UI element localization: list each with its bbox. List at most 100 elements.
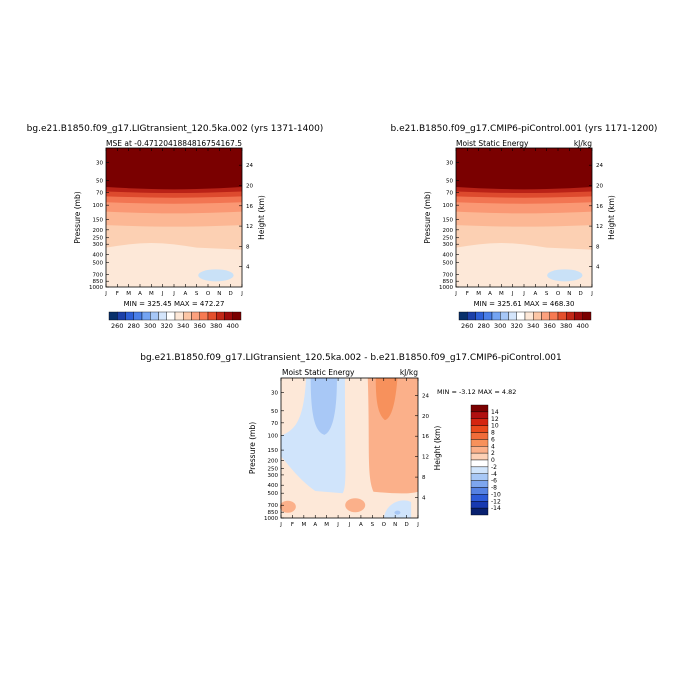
colorbar-swatch (470, 439, 489, 447)
x-tick-label: S (371, 522, 375, 528)
y-tick-label: 100 (443, 203, 454, 209)
y-tick-label: 400 (443, 252, 454, 258)
x-tick-label: J (172, 291, 175, 297)
y-tick-label: 100 (93, 203, 104, 209)
y2-tick-label: 8 (596, 244, 600, 250)
colorbar-swatch (470, 473, 489, 481)
colorbar-swatch (467, 311, 476, 321)
y2-tick-label: 4 (422, 496, 426, 502)
x-tick-label: N (567, 291, 571, 297)
y-tick-label: 850 (268, 510, 279, 516)
colorbar-swatch (141, 311, 151, 321)
y2-tick-label: 24 (596, 163, 603, 169)
x-tick-label: J (590, 291, 593, 297)
y-tick-label: 30 (96, 160, 103, 166)
y2-tick-label: 16 (246, 204, 253, 210)
x-tick-label: O (206, 291, 211, 297)
y-tick-label: 70 (96, 191, 103, 197)
y-tick-label: 300 (93, 242, 104, 248)
stats-text: MIN = 325.45 MAX = 472.27 (124, 300, 225, 308)
colorbar-swatch (232, 311, 242, 321)
colorbar-tick-label: 280 (478, 322, 490, 330)
colorbar-swatch (483, 311, 493, 321)
panel-subtitle-left: MSE at -0.4712041884816754 (106, 139, 221, 148)
colorbar-tick-label: 4 (491, 443, 495, 450)
colorbar-tick-label: 360 (544, 322, 556, 330)
colorbar-swatch (574, 311, 583, 321)
colorbar-swatch (470, 507, 489, 516)
y-tick-label: 100 (268, 434, 279, 440)
colorbar-swatch (470, 459, 489, 468)
colorbar-tick-label: 12 (491, 416, 499, 423)
x-tick-label: M (126, 291, 131, 297)
y-tick-label: 200 (443, 228, 454, 234)
x-tick-label: A (313, 522, 317, 528)
x-tick-label: A (488, 291, 492, 297)
colorbar-swatch (216, 311, 225, 321)
y-axis-label: Pressure (mb) (248, 422, 257, 474)
x-tick-label: J (161, 291, 164, 297)
x-tick-label: J (240, 291, 243, 297)
pos-anomaly (345, 498, 366, 513)
colorbar-swatch (125, 311, 134, 321)
colorbar-tick-label: 10 (491, 423, 499, 430)
y2-tick-label: 16 (422, 434, 429, 440)
colorbar-swatch (470, 411, 489, 419)
neg-anomaly-core (394, 510, 401, 515)
y-tick-label: 700 (93, 272, 104, 278)
colorbar: 260 280 300 320 340 360 380 400 (458, 311, 592, 330)
min-pocket (198, 269, 234, 282)
x-tick-label: J (279, 522, 282, 528)
colorbar-tick-label: 340 (177, 322, 189, 330)
colorbar-swatch (508, 311, 517, 321)
colorbar-swatch (491, 311, 501, 321)
colorbar-swatch (533, 311, 542, 321)
colorbar-tick-label: 340 (527, 322, 539, 330)
colorbar-tick-label: 2 (491, 450, 495, 457)
y-tick-label: 300 (443, 242, 454, 248)
y2-tick-label: 20 (422, 414, 429, 420)
y-tick-label: 300 (268, 473, 279, 479)
colorbar-tick-label: 300 (144, 322, 156, 330)
stats-text: MIN = -3.12 MAX = 4.82 (437, 388, 516, 396)
colorbar-tick-label: 0 (491, 457, 495, 464)
colorbar-swatch (117, 311, 126, 321)
colorbar-swatch (566, 311, 575, 321)
panel-subtitle-right: 167.5 (221, 139, 243, 148)
y2-tick-label: 8 (422, 475, 426, 481)
x-tick-label: M (149, 291, 154, 297)
colorbar-swatch (158, 311, 167, 321)
neg-anomaly-core (310, 378, 337, 435)
x-tick-label: A (359, 522, 363, 528)
panel-title: bg.e21.B1850.f09_g17.LIGtransient_120.5k… (27, 124, 324, 134)
y-tick-label: 850 (443, 279, 454, 285)
y-tick-label: 700 (443, 272, 454, 278)
colorbar-tick-label: -6 (491, 478, 497, 485)
y-tick-label: 1000 (439, 285, 453, 291)
y-axis-label: Pressure (mb) (73, 191, 82, 243)
y2-tick-label: 4 (246, 265, 250, 271)
x-tick-label: S (545, 291, 549, 297)
y2-tick-label: 4 (596, 265, 600, 271)
colorbar-swatch (174, 311, 184, 321)
min-pocket (547, 269, 583, 282)
colorbar-swatch (470, 452, 489, 461)
y-tick-label: 70 (446, 191, 453, 197)
panel-lig: bg.e21.B1850.f09_g17.LIGtransient_120.5k… (27, 124, 324, 330)
y-tick-label: 400 (93, 252, 104, 258)
colorbar-tick-label: 300 (494, 322, 506, 330)
y-tick-label: 30 (446, 160, 453, 166)
x-tick-label: J (336, 522, 339, 528)
x-tick-label: O (556, 291, 561, 297)
y-tick-label: 250 (268, 466, 279, 472)
x-tick-label: D (229, 291, 233, 297)
colorbar-tick-label: 320 (161, 322, 173, 330)
colorbar-tick-label: 400 (227, 322, 239, 330)
x-tick-label: M (324, 522, 329, 528)
y2-tick-label: 16 (596, 204, 603, 210)
y2-tick-label: 12 (246, 224, 253, 230)
y2-axis-label: Height (km) (607, 195, 616, 240)
panel-subtitle-right: kJ/kg (400, 368, 418, 377)
